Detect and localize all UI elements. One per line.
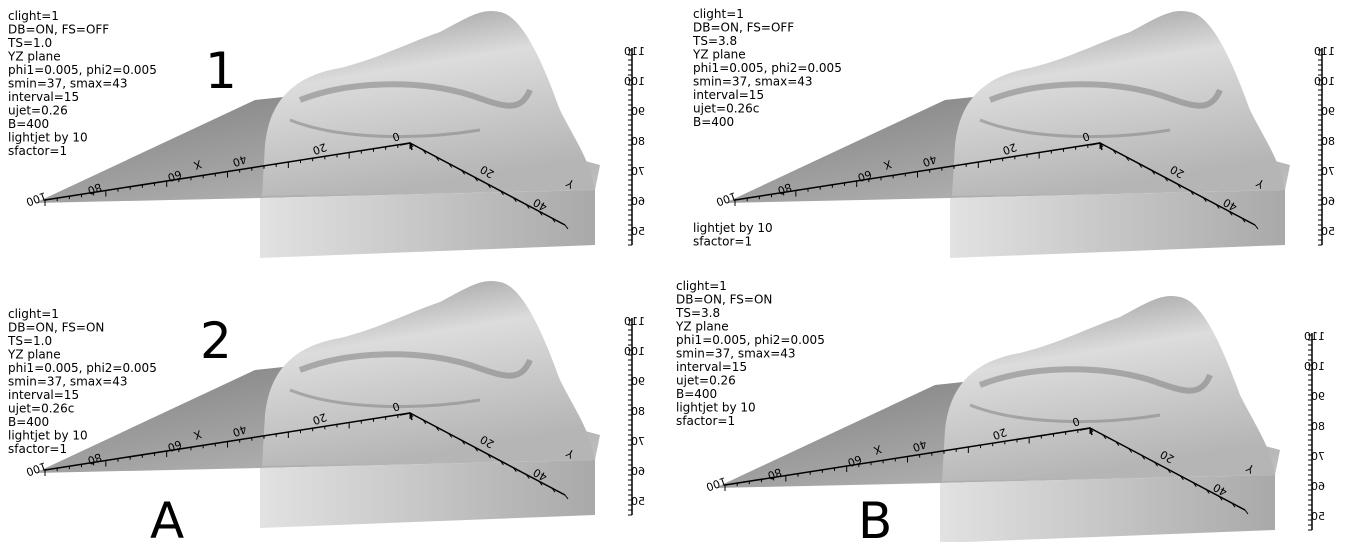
param-line: ujet=0.26 [676, 374, 736, 388]
z-tick-label: 100 [624, 75, 645, 88]
param-line: lightjet by 10 [676, 401, 756, 415]
param-line: smin=37, smax=43 [8, 77, 128, 91]
param-line: YZ plane [675, 320, 729, 334]
panel-letter: A [150, 492, 184, 542]
z-tick-label: 80 [631, 135, 645, 148]
panel-number: 1 [205, 42, 237, 100]
param-line: TS=1.0 [7, 334, 52, 348]
param-line: interval=15 [8, 90, 79, 104]
z-tick-label: 100 [1314, 75, 1335, 88]
z-tick-label: 50 [631, 495, 645, 508]
param-line: lightjet by 10 [8, 131, 88, 145]
z-tick-label: 90 [631, 105, 645, 118]
param-line: lightjet by 10 [8, 429, 88, 443]
param-line: smin=37, smax=43 [693, 75, 813, 89]
z-tick-label: 90 [1311, 390, 1325, 403]
param-line: YZ plane [7, 50, 61, 64]
z-tick-label: 80 [1311, 420, 1325, 433]
param-line: YZ plane [7, 348, 61, 362]
figure: 100806040200X2040Y1101009080706050clight… [0, 0, 1367, 542]
param-line: TS=3.8 [675, 306, 720, 320]
param-line: B=400 [693, 115, 734, 129]
param-line: lightjet by 10 [693, 221, 773, 235]
z-tick-label: 70 [631, 165, 645, 178]
param-line: ujet=0.26c [8, 402, 74, 416]
hump [952, 11, 1285, 196]
surface-plot: 100806040200X2040Y1101009080706050 [24, 281, 645, 528]
z-tick-label: 60 [631, 195, 645, 208]
param-line: sfactor=1 [693, 235, 752, 249]
z-tick-label: 70 [1321, 165, 1335, 178]
z-tick-label: 60 [631, 465, 645, 478]
param-line: clight=1 [8, 307, 59, 321]
hump [262, 11, 595, 196]
panel-number: 2 [200, 312, 232, 370]
z-tick-label: 110 [624, 315, 645, 328]
z-tick-label: 110 [1304, 330, 1325, 343]
param-line: clight=1 [693, 7, 744, 21]
param-line: phi1=0.005, phi2=0.005 [693, 61, 842, 75]
param-line: clight=1 [8, 9, 59, 23]
surface-plot: 100806040200X2040Y1101009080706050 [714, 11, 1335, 258]
param-line: sfactor=1 [8, 144, 67, 158]
param-line: smin=37, smax=43 [8, 375, 128, 389]
param-line: clight=1 [676, 279, 727, 293]
z-tick-label: 110 [624, 45, 645, 58]
panel-letter: B [858, 492, 892, 542]
z-tick-label: 60 [1311, 480, 1325, 493]
z-tick-label: 50 [1321, 225, 1335, 238]
z-tick-label: 80 [1321, 135, 1335, 148]
param-line: DB=ON, FS=OFF [8, 23, 109, 37]
param-line: TS=1.0 [7, 36, 52, 50]
param-line: phi1=0.005, phi2=0.005 [676, 333, 825, 347]
hump [262, 281, 595, 466]
z-tick-label: 70 [631, 435, 645, 448]
param-line: sfactor=1 [676, 414, 735, 428]
z-tick-label: 110 [1314, 45, 1335, 58]
z-tick-label: 100 [1304, 360, 1325, 373]
z-tick-label: 50 [1311, 510, 1325, 523]
param-line: B=400 [8, 117, 49, 131]
z-tick-label: 70 [1311, 450, 1325, 463]
param-line: smin=37, smax=43 [676, 347, 796, 361]
param-line: interval=15 [693, 88, 764, 102]
param-line: interval=15 [8, 388, 79, 402]
param-line: sfactor=1 [8, 442, 67, 456]
param-line: phi1=0.005, phi2=0.005 [8, 361, 157, 375]
z-tick-label: 50 [631, 225, 645, 238]
param-line: DB=ON, FS=ON [676, 293, 772, 307]
param-line: B=400 [676, 387, 717, 401]
param-line: YZ plane [692, 48, 746, 62]
param-line: interval=15 [676, 360, 747, 374]
hump [942, 296, 1275, 481]
param-line: ujet=0.26 [8, 104, 68, 118]
z-tick-label: 90 [1321, 105, 1335, 118]
z-tick-label: 100 [624, 345, 645, 358]
param-line: phi1=0.005, phi2=0.005 [8, 63, 157, 77]
param-line: DB=ON, FS=OFF [693, 21, 794, 35]
param-line: TS=3.8 [692, 34, 737, 48]
param-line: DB=ON, FS=ON [8, 321, 104, 335]
z-tick-label: 90 [631, 375, 645, 388]
z-tick-label: 80 [631, 405, 645, 418]
z-tick-label: 60 [1321, 195, 1335, 208]
param-line: B=400 [8, 415, 49, 429]
param-line: ujet=0.26c [693, 102, 759, 116]
